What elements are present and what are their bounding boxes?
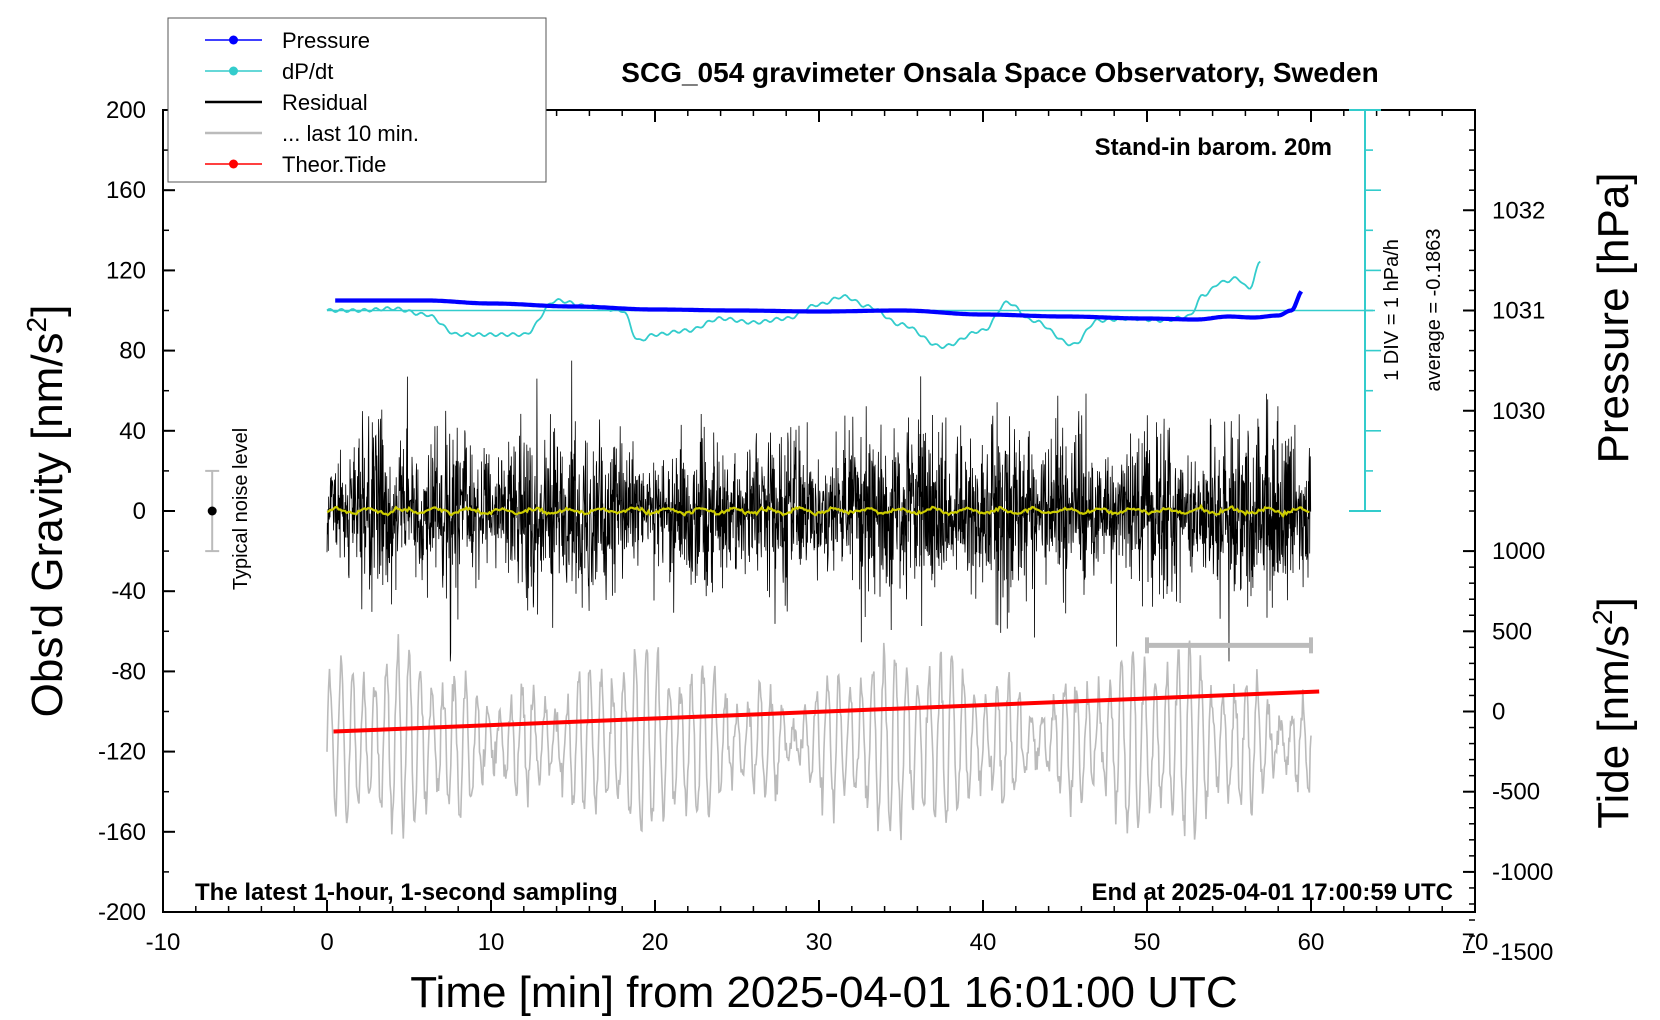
tide-tick-label: -1500 (1492, 939, 1553, 966)
last-10-min-bracket (1145, 637, 1313, 654)
legend-marker (229, 159, 238, 169)
pressure-line (334, 290, 1303, 322)
theor-tide-series (333, 689, 1320, 734)
tide-axis-ticks: 1000 500 0 -500 -1000 -1500 (1463, 538, 1553, 966)
tide-tick-label: 1000 (1492, 538, 1545, 565)
legend-label: Pressure (282, 28, 370, 53)
x-tick-label: 40 (970, 929, 997, 956)
legend-label: ... last 10 min. (282, 121, 419, 146)
last-10-min-series (326, 634, 1312, 841)
x-tick-label: 60 (1298, 929, 1325, 956)
latest-sampling-note: The latest 1-hour, 1-second sampling (195, 879, 618, 906)
y-axis-title-main: Obs'd Gravity [nm/s (23, 332, 72, 717)
x-tick-label: 30 (806, 929, 833, 956)
legend-label: Theor.Tide (282, 152, 386, 177)
x-axis-title: Time [min] from 2025-04-01 16:01:00 UTC (410, 968, 1237, 1017)
y-tick-label: -40 (111, 578, 146, 605)
scale-div-note: 1 DIV = 1 hPa/h (1381, 239, 1403, 381)
x-tick-label: -10 (146, 929, 181, 956)
last-10-min-line (326, 634, 1312, 841)
theor-tide-line (333, 689, 1320, 734)
tide-axis-title-main: Tide [nm/s (1589, 625, 1638, 829)
residual-line (326, 360, 1312, 662)
y-tick-label: -160 (98, 819, 146, 846)
y-tick-label: 120 (106, 257, 146, 284)
legend-marker (229, 66, 238, 76)
tide-axis-title-sup: 2 (1587, 609, 1618, 625)
y-axis-title-close: ] (23, 305, 72, 317)
legend-box (167, 17, 547, 183)
y-tick-label: 200 (106, 97, 146, 124)
stand-in-barometer-note: Stand-in barom. 20m (1095, 134, 1332, 161)
legend-label: Residual (282, 90, 368, 115)
x-tick-label: 50 (1134, 929, 1161, 956)
tide-tick-label: 500 (1492, 618, 1532, 645)
y-tick-label: -200 (98, 899, 146, 926)
tide-axis-title: Tide [nm/s2] (1587, 597, 1638, 829)
y-tick-label: -80 (111, 658, 146, 685)
y-tick-label: 0 (133, 498, 146, 525)
legend-label: dP/dt (282, 59, 333, 84)
y-tick-label: 40 (119, 418, 146, 445)
x-tick-label: 10 (478, 929, 505, 956)
y-tick-label: 160 (106, 177, 146, 204)
x-tick-label: 0 (320, 929, 333, 956)
pressure-axis-ticks: 1032 1031 1030 (1463, 129, 1545, 512)
tide-tick-label: -1000 (1492, 859, 1553, 886)
x-axis-ticks: -10 0 10 20 30 40 50 60 70 (146, 110, 1488, 956)
legend: Pressure dP/dt Residual ... last 10 min. The… (167, 17, 547, 183)
pressure-tick-label: 1030 (1492, 398, 1545, 425)
pressure-tick-label: 1031 (1492, 298, 1545, 325)
tide-tick-label: 0 (1492, 699, 1505, 726)
noise-level-marker (205, 469, 220, 553)
y-axis-title: Obs'd Gravity [nm/s2] (21, 305, 72, 718)
end-time-note: End at 2025-04-01 17:00:59 UTC (1092, 879, 1454, 906)
residual-series (326, 360, 1312, 662)
noise-level-dot (207, 506, 217, 516)
x-tick-label: 20 (642, 929, 669, 956)
chart-title: SCG_054 gravimeter Onsala Space Observat… (621, 57, 1378, 88)
pressure-series (334, 290, 1303, 322)
pressure-tick-label: 1032 (1492, 197, 1545, 224)
tide-axis-title-close: ] (1589, 597, 1638, 609)
dpdt-scale-bar (1349, 109, 1381, 512)
legend-marker (229, 35, 238, 45)
smoothed-residual-line (326, 503, 1310, 519)
y-axis-title-sup: 2 (21, 317, 52, 333)
tide-tick-label: -500 (1492, 779, 1540, 806)
y-tick-label: -120 (98, 739, 146, 766)
noise-level-label: Typical noise level (230, 428, 252, 590)
pressure-axis-title: Pressure [hPa] (1589, 172, 1638, 463)
smoothed-residual-series (326, 503, 1310, 519)
average-note: average = -0.1863 (1423, 229, 1445, 392)
y-tick-label: 80 (119, 338, 146, 365)
y-axis-ticks: 200 160 120 80 40 0 -40 -80 -120 -160 -200 (98, 97, 175, 926)
dpdt-line (326, 260, 1261, 350)
